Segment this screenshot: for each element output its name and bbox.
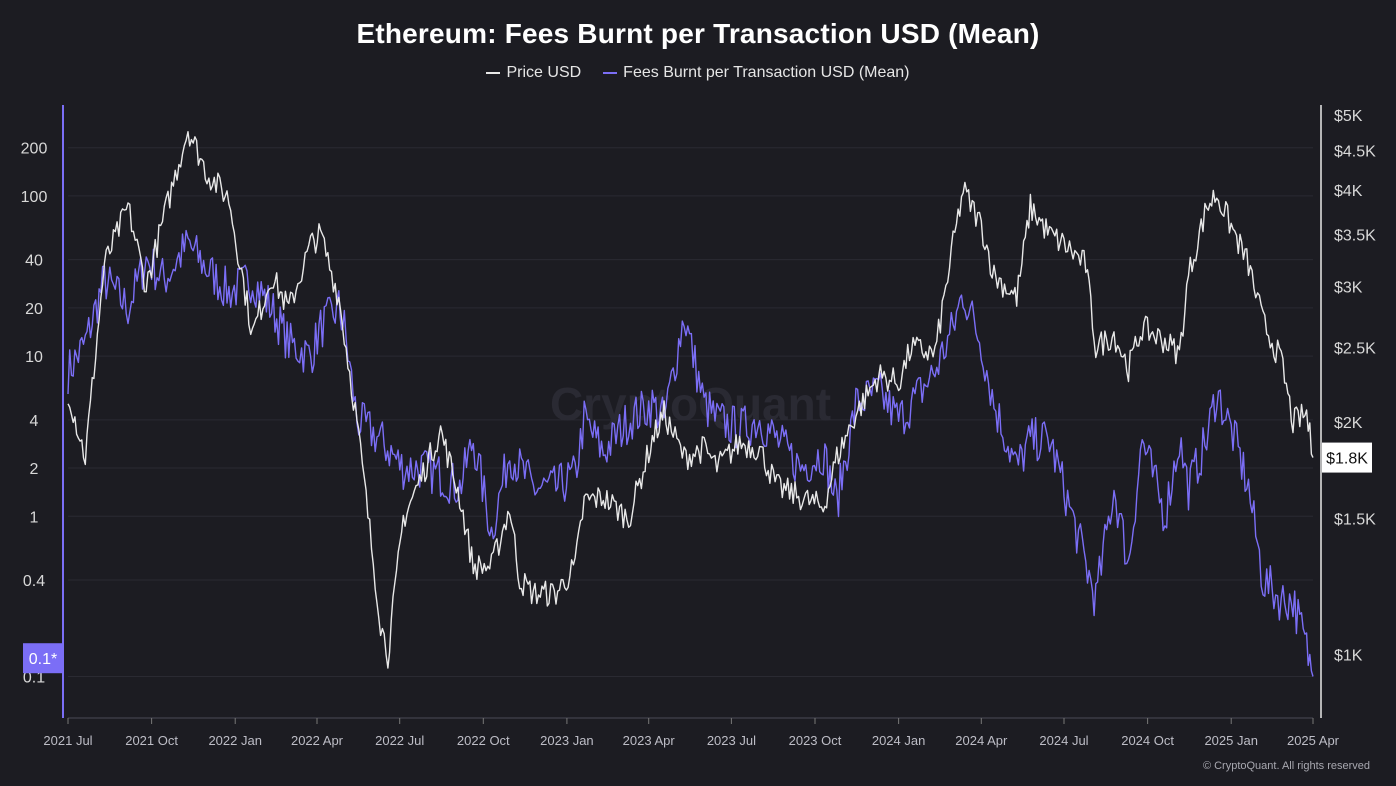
- x-tick-label: 2023 Apr: [623, 733, 676, 748]
- x-tick-label: 2024 Oct: [1121, 733, 1174, 748]
- legend-label-fees: Fees Burnt per Transaction USD (Mean): [623, 64, 910, 81]
- price-series-line: [67, 131, 1314, 669]
- y-left-tick-label: 2: [30, 461, 39, 478]
- y-right-tick-label: $3.5K: [1334, 228, 1376, 245]
- x-tick-label: 2022 Apr: [291, 733, 344, 748]
- legend-label-price: Price USD: [506, 64, 582, 81]
- x-tick-label: 2022 Oct: [457, 733, 510, 748]
- y-left-tick-label: 200: [21, 141, 48, 158]
- y-right-tick-label: $5K: [1334, 108, 1363, 125]
- right-current-value-label: $1.8K: [1326, 451, 1368, 468]
- x-tick-label: 2025 Jan: [1204, 733, 1258, 748]
- y-left-tick-label: 1: [30, 509, 39, 526]
- y-right-tick-label: $2.5K: [1334, 340, 1376, 357]
- legend-item-price[interactable]: Price USD: [486, 64, 581, 82]
- y-left-tick-label: 4: [30, 413, 39, 430]
- fees-burnt-series-line: [67, 229, 1314, 677]
- y-left-tick-label: 100: [21, 189, 48, 206]
- y-right-tick-label: $4.5K: [1334, 143, 1376, 160]
- y-left-tick-label: 20: [25, 301, 43, 318]
- x-tick-label: 2021 Jul: [43, 733, 92, 748]
- legend-item-fees[interactable]: Fees Burnt per Transaction USD (Mean): [603, 64, 910, 82]
- y-left-tick-label: 10: [25, 349, 43, 366]
- y-left-tick-label: 0.4: [23, 573, 45, 590]
- x-tick-label: 2025 Apr: [1287, 733, 1340, 748]
- legend: Price USD Fees Burnt per Transaction USD…: [0, 64, 1396, 82]
- y-right-tick-label: $3K: [1334, 279, 1363, 296]
- y-left-tick-label: 40: [25, 253, 43, 270]
- right-current-value-box: [1322, 442, 1372, 473]
- chart-title: Ethereum: Fees Burnt per Transaction USD…: [356, 18, 1040, 49]
- y-right-tick-label: $1.5K: [1334, 512, 1376, 529]
- x-tick-label: 2021 Oct: [125, 733, 178, 748]
- watermark-text: CryptoQuant: [550, 378, 831, 430]
- x-tick-label: 2022 Jan: [208, 733, 262, 748]
- copyright-text: © CryptoQuant. All rights reserved: [1202, 760, 1370, 772]
- x-tick-label: 2023 Jan: [540, 733, 594, 748]
- y-right-tick-label: $1K: [1334, 648, 1363, 665]
- x-tick-label: 2024 Jan: [872, 733, 926, 748]
- y-right-tick-label: $2K: [1334, 415, 1363, 432]
- left-current-value-label: 0.1*: [29, 651, 57, 668]
- x-tick-label: 2022 Jul: [375, 733, 424, 748]
- y-left-tick-label: 0.1: [23, 669, 45, 686]
- legend-swatch-fees: [603, 72, 618, 74]
- left-current-value-box: [23, 643, 63, 674]
- x-tick-label: 2023 Oct: [789, 733, 842, 748]
- x-tick-label: 2024 Apr: [955, 733, 1008, 748]
- y-right-tick-label: $4K: [1334, 183, 1363, 200]
- x-tick-label: 2023 Jul: [707, 733, 756, 748]
- x-tick-label: 2024 Jul: [1039, 733, 1088, 748]
- legend-swatch-price: [486, 72, 501, 74]
